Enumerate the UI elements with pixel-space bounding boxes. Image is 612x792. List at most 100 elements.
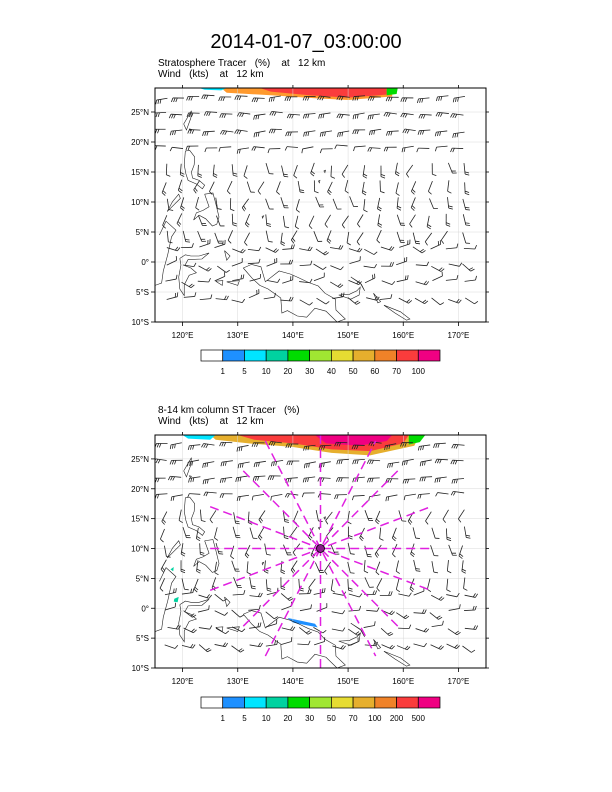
panel2-wind-barb-feather bbox=[456, 645, 460, 649]
panel1-coastline-12 bbox=[383, 304, 411, 321]
panel1-wind-barb bbox=[399, 239, 411, 248]
panel2-wind-barb-feather bbox=[214, 537, 219, 541]
panel1-wind-barb-feather bbox=[390, 131, 393, 136]
panel2-wind-barb-feather bbox=[371, 477, 374, 483]
panel1-wind-barb bbox=[396, 197, 402, 211]
panel2-coastline-10 bbox=[350, 622, 365, 638]
panel1-wind-barb bbox=[285, 131, 299, 137]
panel1-colorbar-label: 5 bbox=[242, 367, 247, 376]
panel1-colorbar-label: 60 bbox=[370, 367, 379, 376]
panel2-colorbar-label: 10 bbox=[262, 714, 271, 723]
panel1-wind-barb-feather bbox=[253, 97, 257, 103]
panel2-wind-barb-feather bbox=[417, 446, 420, 451]
panel1-colorbar-label: 20 bbox=[283, 367, 292, 376]
panel2-wind-barb bbox=[236, 494, 249, 502]
panel1-wind-barb-feather bbox=[288, 96, 292, 101]
panel1-wind-barb bbox=[231, 258, 243, 267]
panel1-wind-barb-staff bbox=[166, 259, 177, 266]
panel1-x-tick-label: 130°E bbox=[227, 331, 249, 340]
panel1-wind-barb-feather bbox=[440, 96, 443, 101]
panel1-wind-barb-feather bbox=[416, 98, 419, 104]
panel2-wind-barb-feather bbox=[219, 493, 222, 498]
panel1-wind-barb-feather bbox=[323, 250, 327, 255]
panel1-wind-barb-feather bbox=[301, 148, 303, 154]
panel1-wind-barb-feather bbox=[450, 113, 453, 118]
panel2-wind-barb-feather bbox=[353, 444, 357, 450]
panel2-wind-barb-feather bbox=[253, 462, 256, 468]
panel2-y-tick-label: 0° bbox=[141, 604, 149, 613]
panel1-wind-barb bbox=[402, 128, 416, 134]
panel1-wind-barb-feather bbox=[395, 173, 400, 177]
panel1-wind-barb-feather bbox=[305, 131, 308, 137]
panel2-coastline-2 bbox=[166, 540, 181, 559]
panel2-wind-barb-feather bbox=[456, 592, 460, 598]
panel2-wind-barb-feather bbox=[454, 630, 459, 634]
panel2-wind-barb-staff bbox=[293, 510, 299, 522]
panel1-wind-barb-feather bbox=[380, 176, 386, 179]
panel1-wind-barb-feather bbox=[289, 114, 292, 119]
panel2-wind-barb bbox=[335, 477, 349, 482]
panel2-wind-barb-feather bbox=[420, 445, 422, 451]
panel2-wind-barb-feather bbox=[410, 586, 415, 590]
panel2-wind-barb bbox=[159, 578, 165, 592]
panel2-wind-barb-feather bbox=[274, 616, 279, 620]
panel2-wind-barb-feather bbox=[336, 442, 339, 447]
panel2-wind-barb bbox=[155, 477, 166, 483]
panel1-wind-barb bbox=[284, 96, 298, 101]
panel2-wind-barb-feather bbox=[376, 587, 380, 592]
panel2-wind-barb-staff bbox=[366, 609, 378, 612]
panel2-wind-barb-feather bbox=[240, 649, 245, 653]
panel2-wind-barb-staff bbox=[413, 643, 425, 648]
panel1-wind-barb bbox=[217, 265, 230, 273]
panel1-wind-barb-staff bbox=[428, 181, 433, 192]
panel2-wind-barb bbox=[181, 588, 195, 595]
panel1-wind-barb-feather bbox=[363, 209, 368, 213]
panel1-wind-barb-staff bbox=[231, 261, 243, 267]
panel1-wind-barb bbox=[431, 265, 445, 272]
panel1-wind-barb-feather bbox=[439, 131, 442, 136]
panel2-wind-barb bbox=[236, 445, 249, 452]
panel1-wind-barb-feather bbox=[439, 302, 445, 306]
panel1-wind-barb-feather bbox=[400, 97, 403, 102]
panel2-wind-barb bbox=[431, 561, 439, 574]
panel1-wind-barb bbox=[429, 198, 438, 210]
panel2-wind-barb-staff bbox=[325, 527, 334, 537]
panel1-wind-barb bbox=[315, 248, 329, 256]
panel1-wind-barb bbox=[376, 229, 382, 244]
panel2-wind-barb-staff bbox=[464, 609, 476, 611]
panel1-wind-barb bbox=[324, 214, 331, 228]
panel2-wind-barb bbox=[220, 460, 233, 467]
panel2-storm-center-marker bbox=[316, 544, 325, 553]
panel2-wind-barb-staff bbox=[232, 593, 244, 596]
panel1-wind-barb bbox=[179, 163, 185, 177]
panel1-wind-barb bbox=[268, 95, 281, 102]
panel2-wind-barb-staff bbox=[313, 641, 325, 646]
panel2-wind-barb-feather bbox=[196, 538, 201, 542]
panel2-wind-barb-feather bbox=[235, 522, 240, 525]
panel2-wind-barb-feather bbox=[438, 596, 443, 600]
panel2-wind-barb bbox=[403, 493, 416, 501]
panel1-colorbar-box-10 bbox=[417, 349, 441, 362]
panel1-wind-barb-feather bbox=[417, 130, 420, 135]
panel1-wind-barb bbox=[268, 128, 282, 134]
panel2-wind-barb-feather bbox=[366, 459, 370, 464]
panel1-coastline-10 bbox=[350, 276, 365, 291]
panel1-wind-barb bbox=[231, 213, 237, 227]
panel1-wind-barb-feather bbox=[337, 283, 342, 287]
panel2-wind-barb-staff bbox=[413, 590, 425, 596]
panel1-wind-barb bbox=[364, 248, 378, 255]
panel1-wind-barb-feather bbox=[324, 131, 326, 137]
panel1-wind-barb-feather bbox=[290, 259, 294, 265]
panel1-wind-barb bbox=[181, 243, 194, 249]
panel2-wind-barb bbox=[313, 627, 327, 634]
panel2-wind-barb-feather bbox=[192, 614, 197, 618]
panel1-wind-barb-feather bbox=[340, 292, 343, 298]
panel1-wind-barb-staff bbox=[197, 280, 209, 283]
panel1-wind-barb bbox=[199, 294, 213, 300]
panel2-wind-barb-feather bbox=[390, 591, 393, 596]
panel2-wind-barb bbox=[160, 559, 167, 573]
panel2-wind-barb-feather bbox=[452, 460, 456, 465]
panel2-overlay-line-2 bbox=[242, 470, 399, 627]
panel2-wind-barb-feather bbox=[317, 493, 321, 498]
